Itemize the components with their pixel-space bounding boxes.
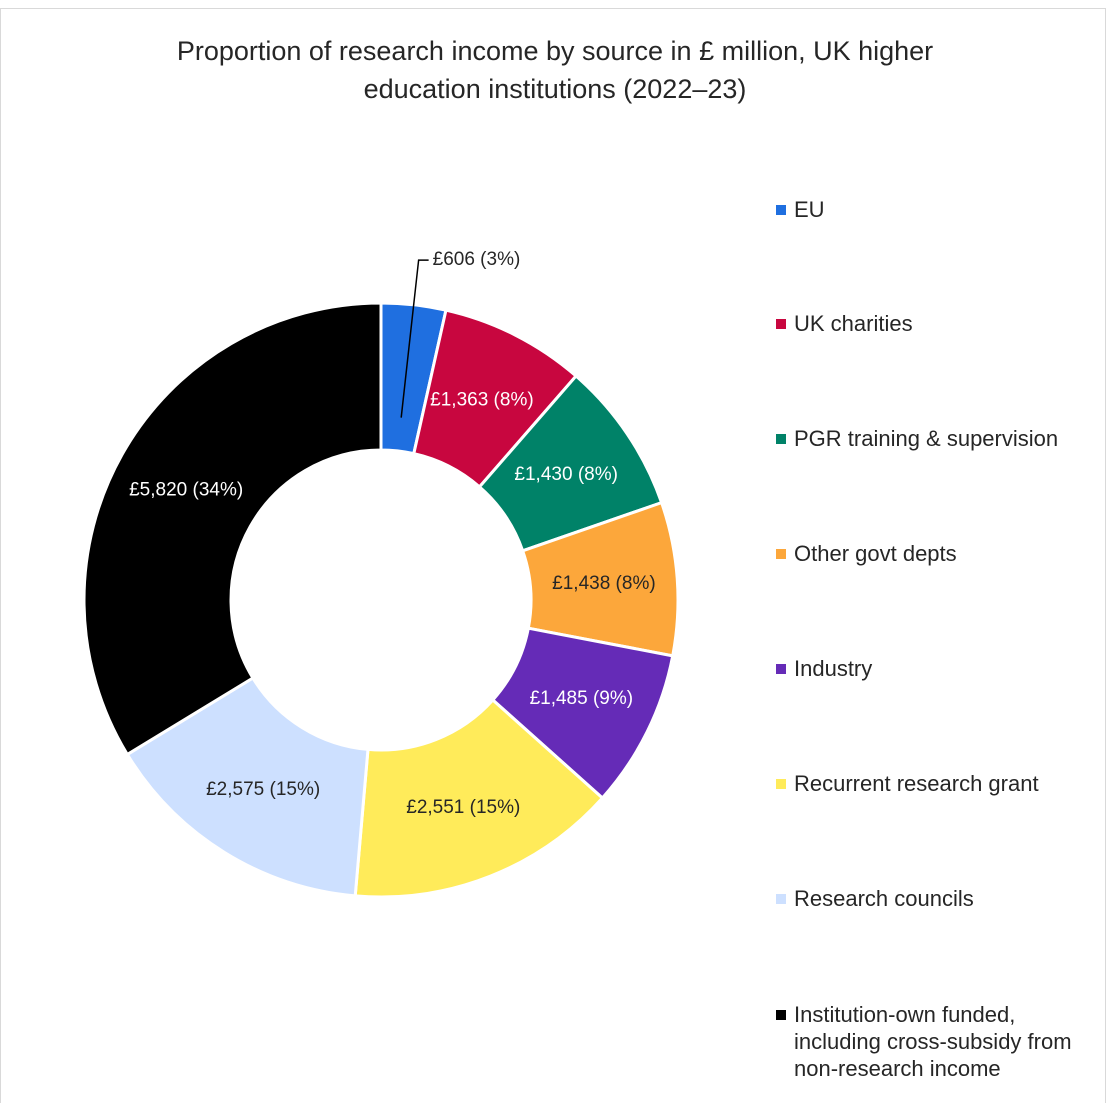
slice-recurrent-research-grant <box>353 697 605 899</box>
data-label-institution-own-funded-including-cross-subsidy-from-non-research-income: £5,820 (34%) <box>129 480 243 501</box>
legend-swatch-research-councils <box>776 894 786 904</box>
data-label-pgr-training-and-supervision: £1,430 (8%) <box>514 464 618 485</box>
legend-swatch-uk-charities <box>776 319 786 329</box>
legend-label-other-govt-depts: Other govt depts <box>794 541 957 566</box>
chart-title-line-1: Proportion of research income by source … <box>176 36 934 66</box>
labels-layer: £606 (3%) £1,363 (8%) £1,430 (8%) £1,438 (8… <box>129 249 656 818</box>
legend: EU UK charities PGR training & supervision… <box>776 0 1106 1103</box>
legend-label-industry: Industry <box>794 656 873 681</box>
legend-swatch-industry <box>776 664 786 674</box>
slice-research-councils <box>125 675 370 898</box>
legend-swatch-recurrent-research-grant <box>776 779 786 789</box>
data-label-other-govt-depts: £1,438 (8%) <box>552 573 656 594</box>
chart-frame <box>0 8 1106 1103</box>
legend-label-institution-own-funded-including-cross-subsidy-from-non-research-income: Institution-own funded, including cross-… <box>794 1002 1072 1081</box>
legend-swatch-other-govt-depts <box>776 549 786 559</box>
data-label-eu: £606 (3%) <box>433 249 521 270</box>
data-label-uk-charities: £1,363 (8%) <box>430 390 534 411</box>
leader-line-eu <box>400 259 429 418</box>
donut-chart: £606 (3%) £1,363 (8%) £1,430 (8%) £1,438 (8… <box>82 249 680 899</box>
slices-layer <box>82 301 680 899</box>
data-label-research-councils: £2,575 (15%) <box>206 779 320 800</box>
legend-swatch-eu <box>776 205 786 215</box>
legend-swatch-institution-own-funded-including-cross-subsidy-from-non-research-income <box>776 1010 786 1020</box>
data-label-recurrent-research-grant: £2,551 (15%) <box>406 797 520 818</box>
legend-label-uk-charities: UK charities <box>794 311 913 336</box>
legend-label-pgr-training-and-supervision: PGR training & supervision <box>794 426 1059 451</box>
legend-label-recurrent-research-grant: Recurrent research grant <box>794 771 1039 796</box>
legend-label-research-councils: Research councils <box>794 886 974 911</box>
legend-label-eu: EU <box>794 197 825 222</box>
legend-swatch-pgr-training-and-supervision <box>776 434 786 444</box>
slice-institution-own-funded-including-cross-subsidy-from-non-research-income <box>82 301 383 757</box>
data-label-industry: £1,485 (9%) <box>530 688 634 709</box>
chart-title: Proportion of research income by source … <box>90 32 1020 108</box>
chart-title-line-2: education institutions (2022–23) <box>363 74 747 104</box>
